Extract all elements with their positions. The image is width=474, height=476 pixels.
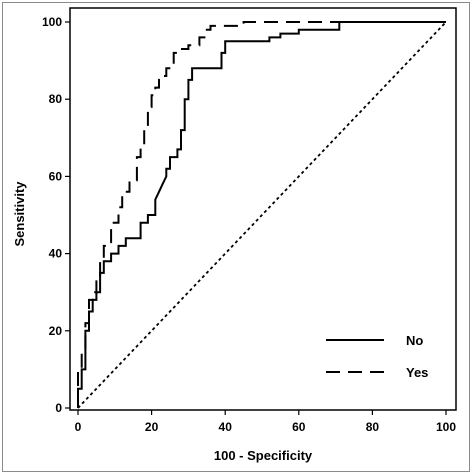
- figure-frame: [2, 2, 470, 472]
- x-tick-label: 40: [219, 420, 233, 434]
- y-tick-label: 100: [42, 15, 62, 29]
- x-tick-label: 0: [75, 420, 82, 434]
- y-tick-label: 0: [55, 401, 62, 415]
- x-axis-label: 100 - Specificity: [214, 448, 313, 463]
- y-axis-label: Sensitivity: [12, 181, 27, 247]
- y-tick-label: 40: [49, 247, 63, 261]
- axis-ticks: 0 20 40 60 80 100 0 20 40 60 80 100: [42, 15, 456, 434]
- plot-area: [69, 7, 457, 411]
- x-tick-label: 100: [436, 420, 456, 434]
- legend-label-yes: Yes: [406, 365, 428, 380]
- series-line-yes: [77, 21, 446, 408]
- series-layer: [77, 21, 447, 409]
- series-line-no: [77, 21, 446, 408]
- y-tick-label: 20: [49, 324, 63, 338]
- x-tick-label: 60: [292, 420, 306, 434]
- y-tick-label: 60: [49, 169, 63, 183]
- y-tick-label: 80: [49, 92, 63, 106]
- reference-diagonal-line: [77, 21, 447, 409]
- legend: No Yes: [326, 333, 428, 380]
- x-tick-label: 20: [145, 420, 159, 434]
- x-tick-label: 80: [366, 420, 380, 434]
- legend-label-no: No: [406, 333, 423, 348]
